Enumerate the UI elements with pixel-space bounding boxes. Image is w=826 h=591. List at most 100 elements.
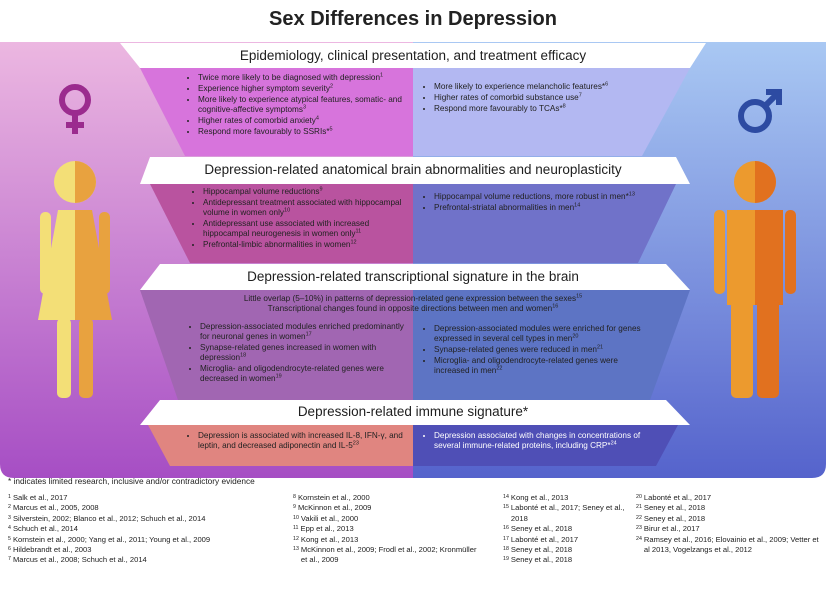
finding-text: Respond more favourably to SSRIs* <box>198 127 330 136</box>
reference-mark: 5 <box>329 126 333 133</box>
finding-text: Microglia- and oligodendrocyte-related g… <box>434 356 618 375</box>
female-finding: Antidepressant use associated with incre… <box>203 219 415 239</box>
reference-number: 11 <box>293 525 299 532</box>
reference-number: 8 <box>293 494 296 500</box>
section-heading: Depression-related anatomical brain abno… <box>204 162 622 177</box>
reference-number: 23 <box>636 525 642 532</box>
female-list: Depression is associated with increased … <box>188 431 410 452</box>
finding-text: Depression-associated modules were enric… <box>434 324 641 343</box>
reference: 19 Seney et al., 2018 <box>503 555 625 565</box>
female-list: Hippocampal volume reductions9Antidepres… <box>193 187 415 251</box>
female-finding: Synapse-related genes increased in women… <box>200 343 410 363</box>
reference-mark: 8 <box>562 103 566 110</box>
section-heading: Depression-related transcriptional signa… <box>247 269 579 284</box>
reference: 13 McKinnon et al., 2009; Frodl et al., 2… <box>293 545 483 566</box>
reference: 6 Hildebrandt et al., 2003 <box>8 545 283 555</box>
reference-mark: 1 <box>380 72 384 79</box>
reference-mark: 12 <box>350 239 357 246</box>
male-box <box>413 184 676 263</box>
female-box <box>140 290 413 400</box>
female-finding: Twice more likely to be diagnosed with d… <box>198 73 420 83</box>
reference-mark: 13 <box>628 191 635 198</box>
finding-text: Higher rates of comorbid anxiety <box>198 116 316 125</box>
reference-text: Marcus et al., 2008; Schuch et al., 2014 <box>12 555 147 565</box>
male-list: Depression associated with changes in co… <box>424 431 659 452</box>
reference-text: Seney et al., 2018 <box>510 555 573 565</box>
female-box <box>150 184 413 263</box>
male-finding: Prefrontal-striatal abnormalities in men… <box>434 203 654 213</box>
reference-text: Seney et al., 2018 <box>643 513 706 523</box>
reference: 24 Ramsey et al., 2016; Elovainio et al.,… <box>636 535 821 556</box>
female-box <box>148 425 413 466</box>
reference-text: Schuch et al., 2014 <box>12 524 78 534</box>
heading-bar <box>120 43 706 68</box>
title: Sex Differences in Depression <box>269 8 557 30</box>
reference: 5 Kornstein et al., 2000; Yang et al., 20… <box>8 535 283 545</box>
reference: 20 Labonté et al., 2017 <box>636 493 821 503</box>
reference-mark: 23 <box>352 440 359 447</box>
male-symbol <box>738 89 782 133</box>
male-finding: Depression-associated modules were enric… <box>434 324 649 344</box>
reference-mark: 7 <box>578 92 582 99</box>
reference: 4 Schuch et al., 2014 <box>8 524 283 534</box>
reference-number: 1 <box>8 494 11 500</box>
reference-text: Labonté et al., 2017 <box>643 493 712 502</box>
reference-number: 22 <box>636 514 642 521</box>
section-heading: Epidemiology, clinical presentation, and… <box>239 48 587 63</box>
reference: 23 Birur et al., 2017 <box>636 524 821 534</box>
reference: 8 Kornstein et al., 2000 <box>293 493 483 503</box>
female-finding: Respond more favourably to SSRIs*5 <box>198 127 420 137</box>
reference-number: 4 <box>8 525 11 532</box>
heading-bar <box>140 264 690 290</box>
intro-text: Transcriptional changes found in opposit… <box>267 304 553 313</box>
finding-text: More likely to experience atypical featu… <box>198 95 402 114</box>
finding-text: More likely to experience melancholic fe… <box>434 82 606 91</box>
male-finding: Hippocampal volume reductions, more robu… <box>434 192 654 202</box>
intro-text: Little overlap (5–10%) in patterns of de… <box>243 294 577 303</box>
finding-text: Prefrontal-limbic abnormalities in women <box>203 240 351 249</box>
reference-mark: 19 <box>275 373 282 380</box>
reference: 14 Kong et al., 2013 <box>503 493 625 503</box>
finding-text: Hippocampal volume reductions, more robu… <box>434 192 629 201</box>
reference-column: 20 Labonté et al., 2017 21 Seney et al., 20… <box>636 493 821 555</box>
reference-text: Seney et al., 2018 <box>643 503 706 513</box>
reference-mark: 21 <box>596 344 604 351</box>
female-finding: Microglia- and oligodendrocyte-related g… <box>200 364 410 384</box>
male-finding: Microglia- and oligodendrocyte-related g… <box>434 356 649 376</box>
female-finding: Hippocampal volume reductions9 <box>203 187 415 197</box>
section-heading: Depression-related immune signature* <box>297 404 529 419</box>
section-intro: Little overlap (5–10%) in patterns of de… <box>170 294 656 314</box>
reference-number: 9 <box>293 504 296 511</box>
reference-mark: 2 <box>329 83 334 90</box>
reference-text: McKinnon et al., 2009; Frodl et al., 200… <box>300 545 477 565</box>
reference-text: Salk et al., 2017 <box>12 493 68 502</box>
female-list: Twice more likely to be diagnosed with d… <box>188 73 420 138</box>
finding-text: Respond more favourably to TCAs* <box>434 104 563 113</box>
reference-number: 19 <box>503 556 509 563</box>
reference-text: Marcus et al., 2005, 2008 <box>12 503 99 513</box>
finding-text: Microglia- and oligodendrocyte-related g… <box>200 364 384 383</box>
reference-text: McKinnon et al., 2009 <box>297 503 372 513</box>
finding-text: Experience higher symptom severity <box>198 84 330 93</box>
male-box <box>413 290 690 400</box>
female-finding: Antidepressant treatment associated with… <box>203 198 415 218</box>
female-finding: Depression-associated modules enriched p… <box>200 322 410 342</box>
reference-text: Labonté et al., 2017; Seney et al., 2018 <box>510 503 625 523</box>
finding-text: Higher rates of comorbid substance use <box>434 93 579 102</box>
reference-column: 1 Salk et al., 2017 2 Marcus et al., 2005, … <box>8 493 283 566</box>
reference-text: Kornstein et al., 2000; Yang et al., 201… <box>12 534 211 544</box>
reference-number: 10 <box>293 514 299 521</box>
reference-mark: 11 <box>355 228 362 235</box>
reference: 21 Seney et al., 2018 <box>636 503 821 513</box>
reference-text: Hildebrandt et al., 2003 <box>12 545 92 555</box>
male-list: More likely to experience melancholic fe… <box>424 82 659 115</box>
reference-number: 20 <box>636 494 642 500</box>
female-symbol <box>59 84 91 134</box>
female-finding: Higher rates of comorbid anxiety4 <box>198 116 420 126</box>
male-finding: Respond more favourably to TCAs*8 <box>434 104 659 114</box>
reference-mark: 24 <box>610 440 617 447</box>
female-finding: Prefrontal-limbic abnormalities in women… <box>203 240 415 250</box>
finding-text: Hippocampal volume reductions <box>203 187 320 196</box>
reference-number: 3 <box>8 514 11 521</box>
reference-text: Kong et al., 2013 <box>510 493 569 502</box>
